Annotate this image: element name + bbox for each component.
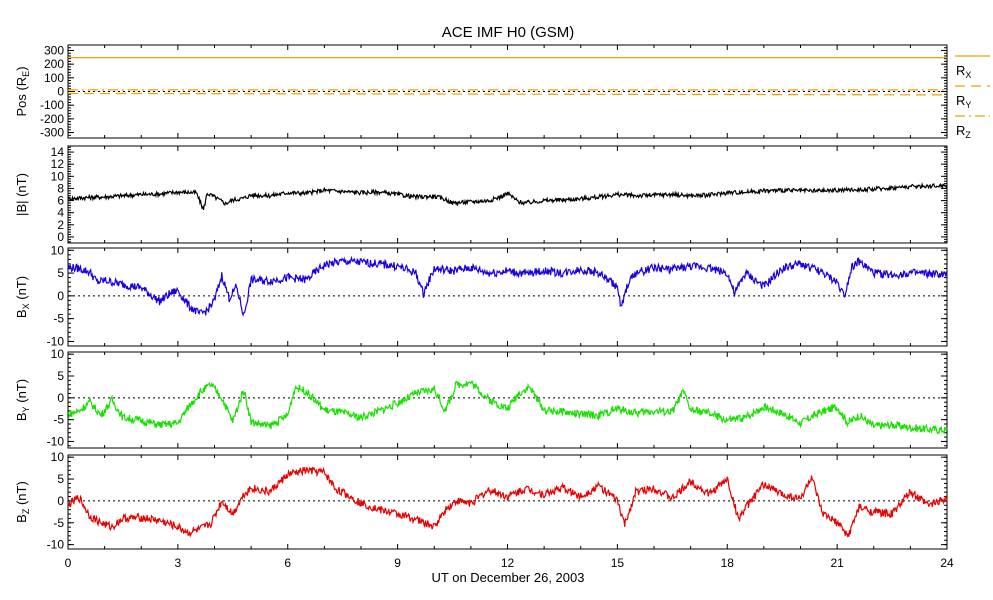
y-tick-label: 0 (57, 391, 64, 405)
y-tick-label: -10 (47, 538, 65, 552)
x-tick-label: 24 (940, 556, 954, 570)
y-tick-label: -200 (40, 112, 64, 126)
y-tick-label: -5 (53, 413, 64, 427)
x-tick-label: 15 (611, 556, 625, 570)
legend-item: RZ (955, 115, 990, 140)
series-line (67, 380, 948, 435)
y-tick-label: 200 (44, 57, 64, 71)
y-tick-label: 6 (57, 194, 64, 208)
panel-frame (67, 454, 948, 550)
y-tick-label: 300 (44, 43, 64, 57)
legend-label: RY (956, 93, 971, 110)
x-tick-label: 18 (721, 556, 735, 570)
y-tick-label: 10 (51, 243, 65, 257)
y-tick-label: 5 (57, 369, 64, 383)
legend-item: RY (955, 85, 990, 110)
y-tick-label: -10 (47, 434, 65, 448)
x-tick-label: 6 (284, 556, 291, 570)
x-tick-label: 9 (394, 556, 401, 570)
y-tick-label: -300 (40, 126, 64, 140)
legend-item: RX (955, 55, 990, 80)
y-tick-label: 2 (57, 218, 64, 232)
panel-3: 10 5 0 -5 -10 BX (nT) (14, 243, 948, 348)
series-line (67, 92, 948, 96)
y-tick-label: 100 (44, 71, 64, 85)
y-tick-label: 10 (51, 450, 65, 464)
y-axis-label: BX (nT) (14, 276, 31, 318)
y-tick-label: 5 (57, 472, 64, 486)
series-line (67, 182, 948, 210)
y-tick-label: 10 (51, 347, 65, 361)
y-axis-label: BZ (nT) (14, 481, 31, 523)
y-tick-label: -5 (53, 516, 64, 530)
x-axis-label: UT on December 26, 2003 (432, 570, 585, 585)
x-tick-label: 3 (175, 556, 182, 570)
y-tick-label: 0 (57, 494, 64, 508)
series-line (67, 255, 948, 317)
y-tick-label: 4 (57, 206, 64, 220)
panel-4: 10 5 0 -5 -10 BY (nT) (14, 347, 948, 449)
y-axis-label: Pos (RE) (14, 66, 31, 116)
y-tick-label: -100 (40, 98, 64, 112)
y-tick-label: 0 (57, 85, 64, 99)
y-axis-label: |B| (nT) (14, 173, 29, 216)
y-tick-label: 0 (57, 289, 64, 303)
legend-label: RX (956, 63, 971, 80)
y-tick-label: -10 (47, 334, 65, 348)
y-tick-label: 12 (51, 157, 65, 171)
y-tick-label: 10 (51, 169, 65, 183)
y-tick-label: 5 (57, 266, 64, 280)
legend-label: RZ (956, 123, 971, 140)
chart-title: ACE IMF H0 (GSM) (442, 24, 575, 41)
x-tick-label: 0 (65, 556, 72, 570)
x-tick-label: 21 (830, 556, 844, 570)
panel-frame (67, 351, 948, 449)
y-tick-label: 0 (57, 230, 64, 244)
y-tick-label: -5 (53, 312, 64, 326)
y-axis-label: BY (nT) (14, 379, 31, 421)
y-tick-label: 8 (57, 181, 64, 195)
panel-5: 10 5 0 -5 -10 BZ (nT) 0 3 6 9 12 15 18 21 24 (14, 450, 954, 570)
y-tick-label: 14 (51, 145, 65, 159)
x-tick-label: 12 (501, 556, 515, 570)
panel-frame (67, 247, 948, 347)
series-line (67, 466, 948, 538)
